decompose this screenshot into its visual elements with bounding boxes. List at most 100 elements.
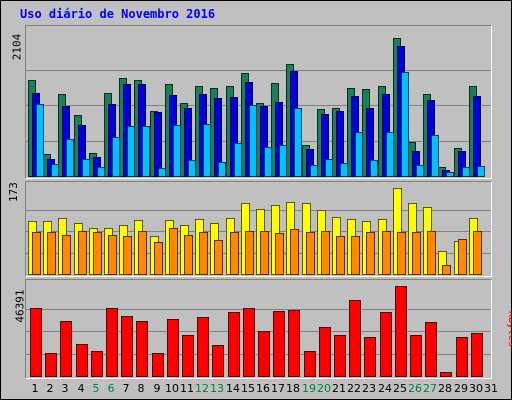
pages-bar-day-2	[51, 164, 59, 177]
day-label-26: 26	[408, 382, 422, 395]
day-label-23: 23	[362, 382, 376, 395]
sites-bar-day-7	[123, 236, 132, 275]
sites-bar-day-2	[47, 232, 56, 275]
kbytes-bar-day-23	[364, 337, 376, 377]
kbytes-bar-day-12	[197, 317, 209, 377]
sites-bar-day-17	[275, 233, 284, 275]
day-label-28: 28	[438, 382, 452, 395]
panel2-max-label: 173	[7, 182, 20, 202]
kbytes-bar-day-5	[91, 351, 103, 377]
day-label-6: 6	[107, 382, 115, 395]
kbytes-panel	[25, 279, 492, 379]
panel3-svg	[26, 286, 491, 377]
legend-part: KBytes	[506, 310, 512, 348]
kbytes-bar-day-13	[212, 345, 224, 377]
pages-bar-day-8	[142, 126, 150, 177]
kbytes-bar-day-21	[334, 335, 346, 377]
pages-bar-day-28	[446, 172, 454, 177]
sites-bar-day-25	[397, 232, 406, 275]
day-label-9: 9	[153, 382, 161, 395]
day-label-5: 5	[92, 382, 100, 395]
day-label-13: 13	[210, 382, 224, 395]
ficheiros-bar-day-9	[154, 112, 162, 177]
day-label-20: 20	[317, 382, 331, 395]
pages-bar-day-3	[66, 139, 74, 177]
day-label-11: 11	[180, 382, 194, 395]
sites-bar-day-27	[427, 231, 436, 275]
day-label-30: 30	[469, 382, 483, 395]
panel1-svg	[26, 38, 491, 177]
kbytes-bar-day-19	[304, 351, 316, 377]
kbytes-bar-day-6	[106, 308, 118, 377]
pages-bar-day-13	[218, 162, 226, 177]
pages-bar-day-1	[36, 104, 44, 177]
kbytes-bar-day-4	[76, 344, 88, 377]
kbytes-bar-day-9	[152, 353, 164, 377]
day-label-16: 16	[256, 382, 270, 395]
day-label-17: 17	[271, 382, 285, 395]
pages-bar-day-12	[203, 124, 211, 177]
sites-bar-day-13	[214, 240, 223, 275]
sites-bar-day-11	[184, 235, 193, 275]
kbytes-bar-day-28	[440, 372, 452, 377]
sites-bar-day-21	[336, 236, 345, 275]
day-label-25: 25	[393, 382, 407, 395]
pages-bar-day-16	[264, 147, 272, 177]
kbytes-bar-day-14	[228, 312, 240, 377]
kbytes-bar-day-18	[288, 310, 300, 377]
pages-bar-day-19	[310, 165, 318, 177]
pages-bar-day-18	[294, 108, 302, 177]
pages-bar-day-6	[112, 137, 120, 177]
sites-bar-day-19	[306, 232, 315, 275]
day-label-1: 1	[31, 382, 39, 395]
pages-bar-day-25	[401, 72, 409, 177]
kbytes-bar-day-20	[319, 327, 331, 377]
kbytes-bar-day-11	[182, 335, 194, 377]
kbytes-bar-day-15	[243, 308, 255, 377]
sites-bar-day-14	[230, 232, 239, 275]
day-label-24: 24	[378, 382, 392, 395]
pages-bar-day-15	[249, 105, 257, 177]
day-label-31: 31	[484, 382, 498, 395]
pages-bar-day-23	[370, 160, 378, 177]
day-label-8: 8	[137, 382, 145, 395]
kbytes-bar-day-10	[167, 319, 179, 377]
kbytes-bar-day-24	[380, 312, 392, 377]
kbytes-bar-day-27	[425, 322, 437, 377]
sites-bar-day-9	[154, 242, 163, 275]
sites-bar-day-18	[290, 229, 299, 275]
sites-bar-day-23	[366, 232, 375, 275]
sites-bar-day-12	[199, 232, 208, 275]
sites-bar-day-6	[108, 235, 117, 275]
pages-bar-day-29	[462, 167, 470, 177]
day-label-21: 21	[332, 382, 346, 395]
visits-sites-panel	[25, 181, 492, 277]
chart-title: Uso diário de Novembro 2016	[20, 7, 216, 21]
kbytes-bar-day-22	[349, 300, 361, 377]
pages-bar-day-24	[386, 132, 394, 177]
kbytes-bar-day-17	[273, 311, 285, 377]
kbytes-bar-day-2	[45, 353, 57, 377]
pages-bar-day-22	[355, 132, 363, 177]
day-label-4: 4	[77, 382, 85, 395]
day-label-15: 15	[241, 382, 255, 395]
kbytes-bar-day-1	[30, 308, 42, 377]
sites-bar-day-5	[93, 232, 102, 275]
sites-bar-day-15	[245, 231, 254, 275]
hits-files-pages-panel	[25, 25, 492, 179]
day-label-14: 14	[226, 382, 240, 395]
day-label-18: 18	[286, 382, 300, 395]
panel2-legend: Sites / Visitas	[493, 181, 511, 277]
kbytes-bar-day-3	[60, 321, 72, 377]
day-label-12: 12	[195, 382, 209, 395]
day-label-3: 3	[61, 382, 69, 395]
pages-bar-day-21	[340, 163, 348, 177]
sites-bar-day-8	[138, 231, 147, 275]
day-label-29: 29	[454, 382, 468, 395]
kbytes-bar-day-30	[471, 333, 483, 377]
kbytes-bar-day-26	[410, 335, 422, 377]
sites-bar-day-4	[78, 231, 87, 275]
sites-bar-day-20	[321, 231, 330, 275]
day-label-2: 2	[46, 382, 54, 395]
sites-bar-day-24	[382, 231, 391, 275]
